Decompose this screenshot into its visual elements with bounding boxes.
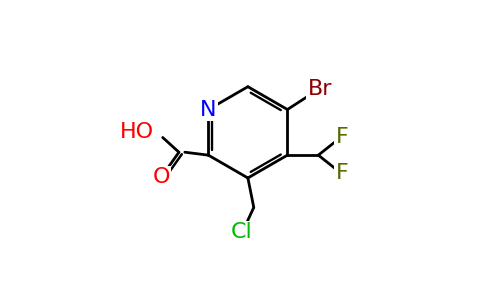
Text: F: F [335, 163, 348, 183]
Text: HO: HO [120, 122, 154, 142]
Text: O: O [152, 167, 170, 187]
Text: F: F [335, 128, 348, 148]
Text: Cl: Cl [231, 222, 253, 242]
Text: N: N [200, 100, 217, 119]
Text: Br: Br [307, 79, 332, 99]
